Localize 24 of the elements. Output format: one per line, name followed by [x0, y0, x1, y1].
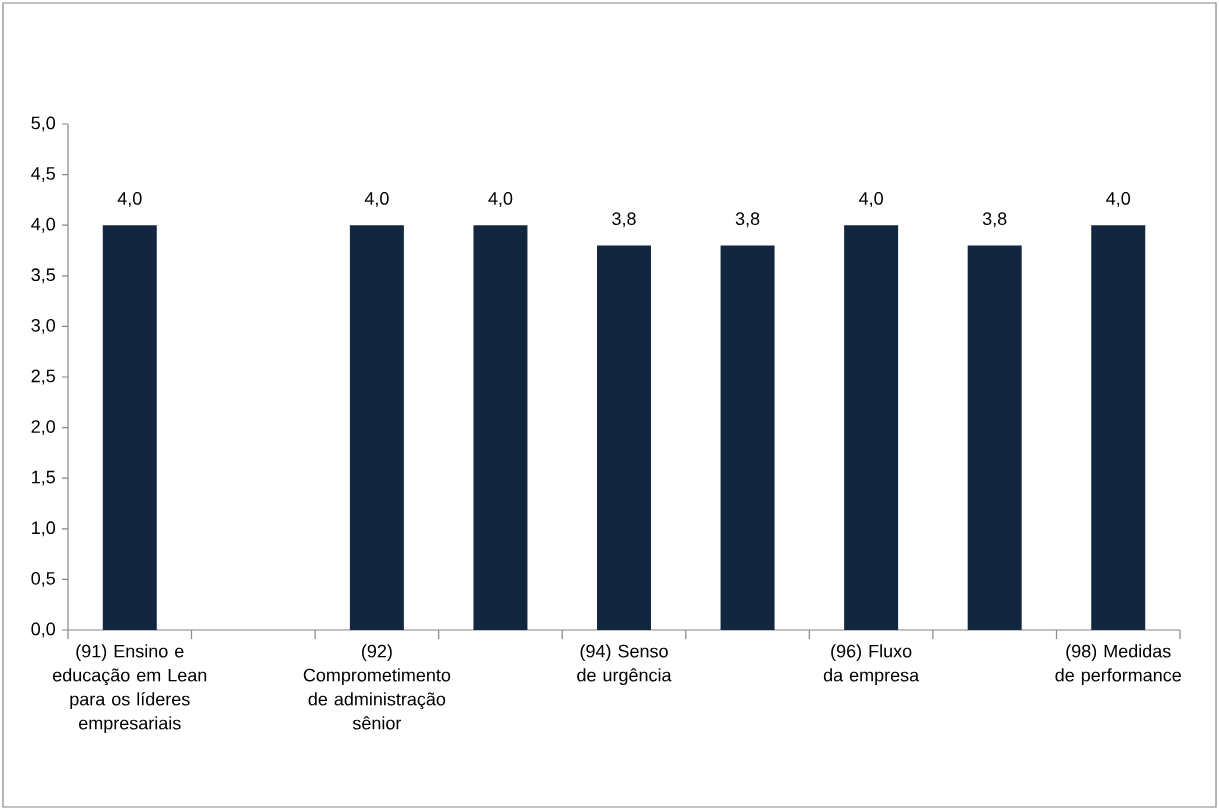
y-tick-label: 3,5: [31, 268, 55, 284]
y-tick-label: 2,0: [31, 420, 56, 436]
data-label: 3,8: [735, 212, 760, 228]
data-label: 4,0: [117, 192, 142, 207]
x-tick-label: (96) Fluxo da empresa: [823, 644, 920, 686]
x-tick-label: (94) Senso de urgência: [577, 644, 672, 686]
y-tick-label: 4,0: [31, 217, 56, 233]
data-label: 3,8: [982, 212, 1007, 228]
y-tick-label: 0,0: [31, 622, 56, 638]
y-tick-label: 2,5: [31, 369, 55, 385]
y-tick-label: 3,0: [31, 318, 56, 334]
y-tick-label: 5,0: [31, 116, 56, 132]
x-tick-label: (98) Medidas de performance: [1055, 644, 1181, 686]
data-label: 4,0: [1106, 192, 1131, 207]
y-tick-label: 1,5: [32, 470, 55, 486]
data-label: 4,0: [364, 192, 389, 207]
y-tick-label: 1,0: [32, 521, 56, 537]
y-tick-label: 0,5: [31, 571, 55, 587]
x-tick-label: (91) Ensino e educação em Lean para os líderes empresariais: [53, 644, 207, 734]
data-label: 4,0: [488, 192, 513, 207]
y-tick-label: 4,5: [31, 167, 55, 182]
data-label: 4,0: [859, 192, 883, 207]
data-label: 3,8: [612, 212, 636, 228]
x-tick-label: (92) Comprometimento de administração sênior: [303, 644, 451, 730]
